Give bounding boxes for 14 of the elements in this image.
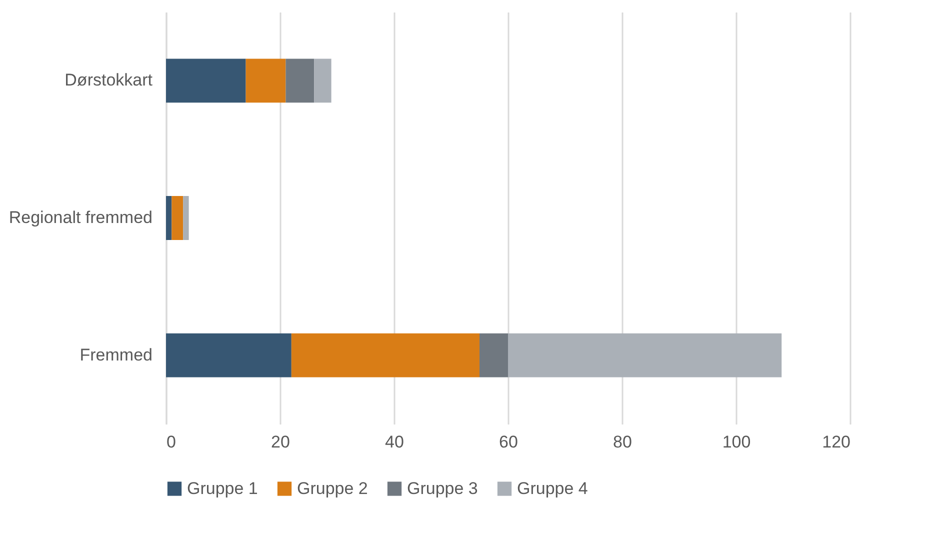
x-tick-label: 120 (822, 432, 850, 452)
x-tick-label: 0 (166, 432, 176, 452)
y-tick-label: Regionalt fremmed (8, 208, 152, 227)
y-tick-label: Fremmed (80, 345, 152, 364)
x-tick-label: 40 (385, 432, 404, 452)
y-tick-label: Dørstokkart (64, 70, 153, 90)
x-tick-label: 20 (271, 432, 290, 452)
legend-label: Gruppe 4 (517, 478, 588, 498)
x-tick-label: 80 (613, 432, 632, 452)
legend-label: Gruppe 2 (297, 478, 368, 498)
legend-label: Gruppe 3 (407, 478, 478, 498)
legend-label: Gruppe 1 (187, 478, 258, 498)
x-tick-label: 60 (499, 432, 518, 452)
x-tick-label: 100 (722, 432, 751, 452)
